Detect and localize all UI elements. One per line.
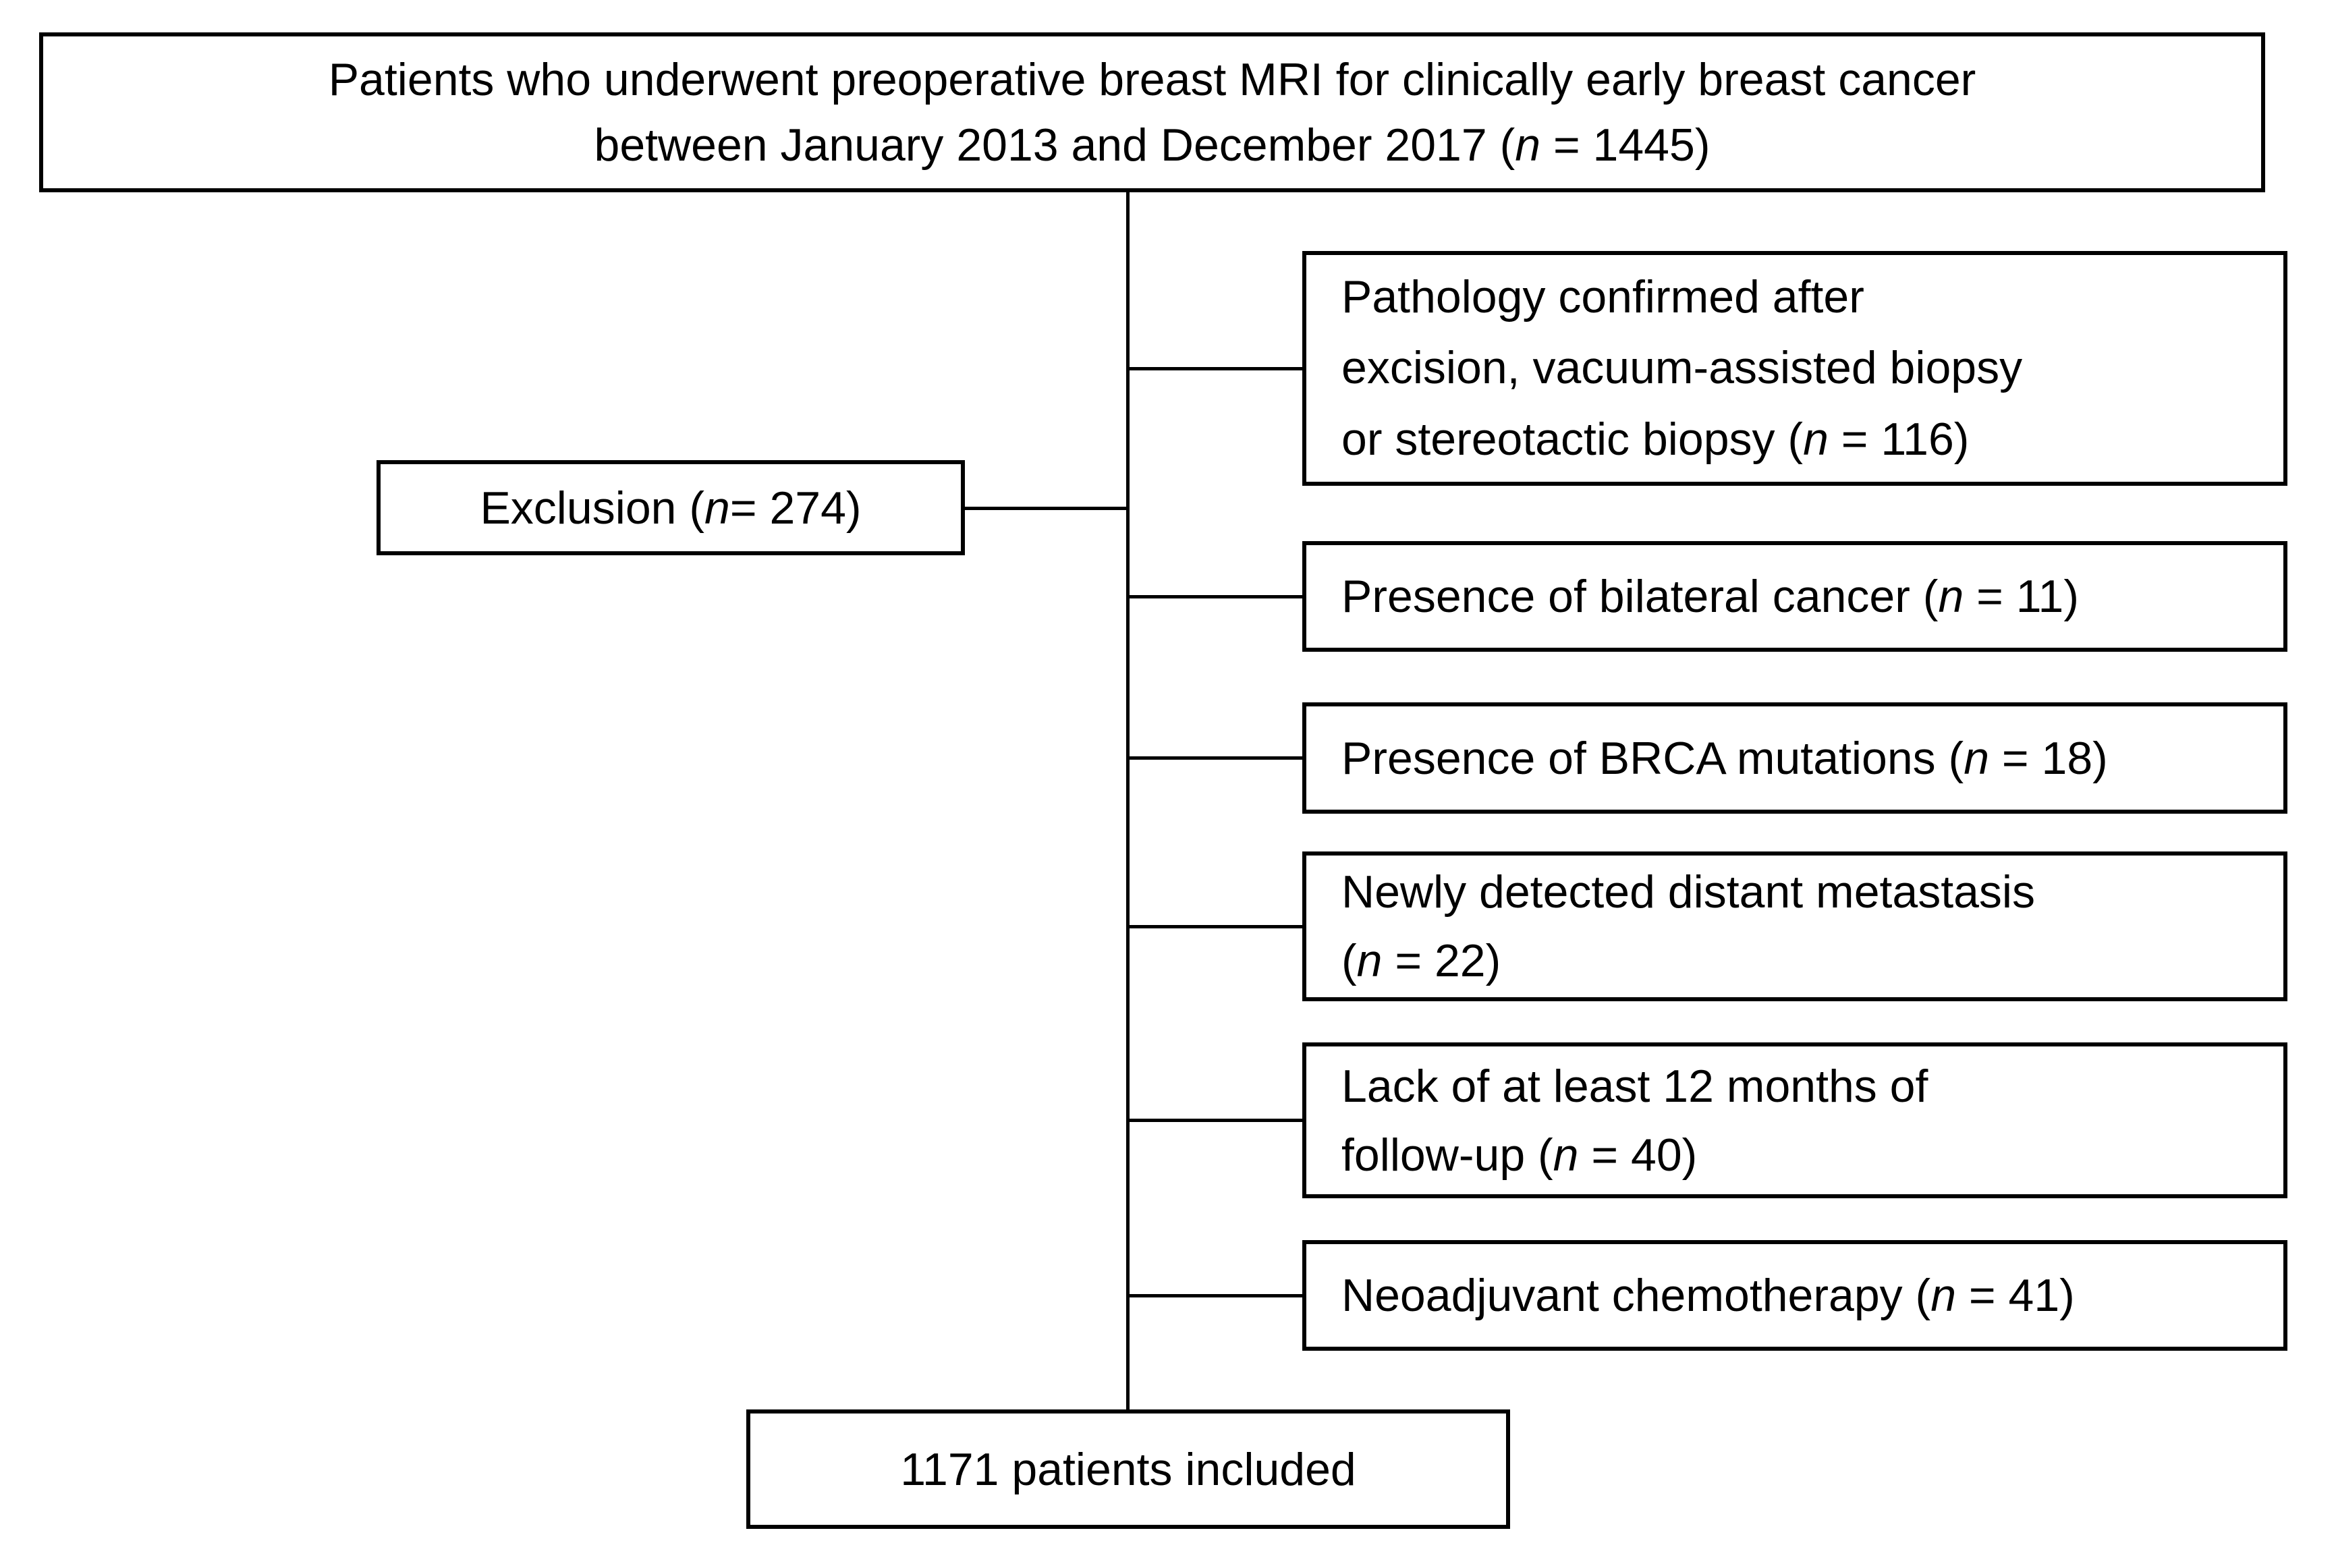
reason-neoadjuvant-line-1: Neoadjuvant chemotherapy (n = 41) bbox=[1341, 1270, 2075, 1321]
connector-reason-pathology bbox=[1128, 367, 1302, 370]
result-label: 1171 patients included bbox=[900, 1443, 1356, 1495]
reason-box-followup: Lack of at least 12 months of follow-up … bbox=[1302, 1042, 2287, 1198]
reason-box-distant-metastasis: Newly detected distant metastasis (n = 2… bbox=[1302, 851, 2287, 1001]
reason-brca-line-1: Presence of BRCA mutations (n = 18) bbox=[1341, 732, 2108, 784]
reason-bilateral-line-1: Presence of bilateral cancer (n = 11) bbox=[1341, 571, 2079, 622]
reason-box-pathology: Pathology confirmed after excision, vacu… bbox=[1302, 251, 2287, 486]
reason-box-neoadjuvant: Neoadjuvant chemotherapy (n = 41) bbox=[1302, 1240, 2287, 1351]
reason-pathology-line-3: or stereotactic biopsy (n = 116) bbox=[1341, 413, 1970, 465]
reason-box-bilateral-cancer: Presence of bilateral cancer (n = 11) bbox=[1302, 541, 2287, 652]
exclusion-label: Exclusion (n= 274) bbox=[480, 482, 862, 534]
connector-reason-followup bbox=[1128, 1119, 1302, 1122]
trunk-line bbox=[1126, 192, 1130, 1409]
enrollment-line-1: Patients who underwent preoperative brea… bbox=[328, 53, 1976, 105]
reason-pathology-line-2: excision, vacuum-assisted biopsy bbox=[1341, 342, 2023, 394]
reason-metastasis-line-2: (n = 22) bbox=[1341, 935, 1501, 986]
reason-metastasis-line-1: Newly detected distant metastasis bbox=[1341, 866, 2036, 918]
connector-reason-neoadjuvant bbox=[1128, 1294, 1302, 1297]
enrollment-box: Patients who underwent preoperative brea… bbox=[39, 32, 2265, 192]
reason-pathology-line-1: Pathology confirmed after bbox=[1341, 271, 1864, 323]
connector-reason-metastasis bbox=[1128, 925, 1302, 928]
exclusion-box: Exclusion (n= 274) bbox=[377, 460, 965, 555]
reason-followup-line-1: Lack of at least 12 months of bbox=[1341, 1060, 1928, 1112]
connector-reason-bilateral bbox=[1128, 595, 1302, 598]
reason-followup-line-2: follow-up (n = 40) bbox=[1341, 1129, 1698, 1181]
reason-box-brca-mutations: Presence of BRCA mutations (n = 18) bbox=[1302, 702, 2287, 814]
connector-reason-brca bbox=[1128, 756, 1302, 760]
connector-exclusion bbox=[965, 507, 1128, 510]
result-box: 1171 patients included bbox=[746, 1409, 1510, 1529]
enrollment-line-2: between January 2013 and December 2017 (… bbox=[594, 119, 1711, 171]
